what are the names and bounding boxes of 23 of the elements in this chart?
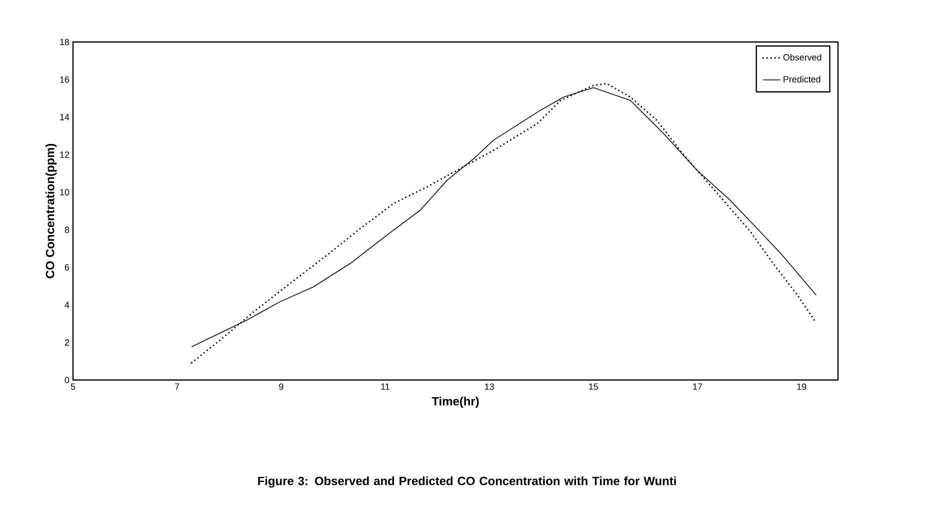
y-tick-label: 8 bbox=[64, 226, 70, 233]
y-axis-title: CO Concentration(ppm) bbox=[46, 144, 57, 278]
x-axis-title: Time(hr) bbox=[432, 396, 479, 408]
x-tick-label: 19 bbox=[797, 384, 806, 390]
y-tick-label: 10 bbox=[60, 189, 70, 196]
y-tick-label: 6 bbox=[64, 264, 70, 271]
legend-label: Predicted bbox=[784, 76, 820, 82]
y-tick-label: 4 bbox=[64, 302, 70, 308]
caption: Figure 3: Observed and Predicted CO Concentration with Time for Wunti bbox=[258, 476, 676, 488]
x-tick-label: 17 bbox=[693, 384, 702, 390]
y-tick-label: 18 bbox=[60, 38, 70, 46]
y-tick-label: 2 bbox=[64, 339, 70, 346]
x-tick-label: 11 bbox=[381, 384, 390, 390]
x-tick-label: 7 bbox=[175, 384, 180, 390]
x-tick-label: 15 bbox=[589, 384, 598, 390]
y-tick-label: 0 bbox=[64, 376, 70, 384]
legend-label: Observed bbox=[783, 54, 822, 61]
x-tick-label: 13 bbox=[485, 384, 494, 390]
x-tick-label: 9 bbox=[279, 384, 284, 390]
y-tick-label: 16 bbox=[60, 76, 70, 83]
y-tick-label: 14 bbox=[60, 114, 70, 120]
x-tick-label: 5 bbox=[70, 384, 76, 390]
y-tick-label: 12 bbox=[60, 152, 70, 158]
